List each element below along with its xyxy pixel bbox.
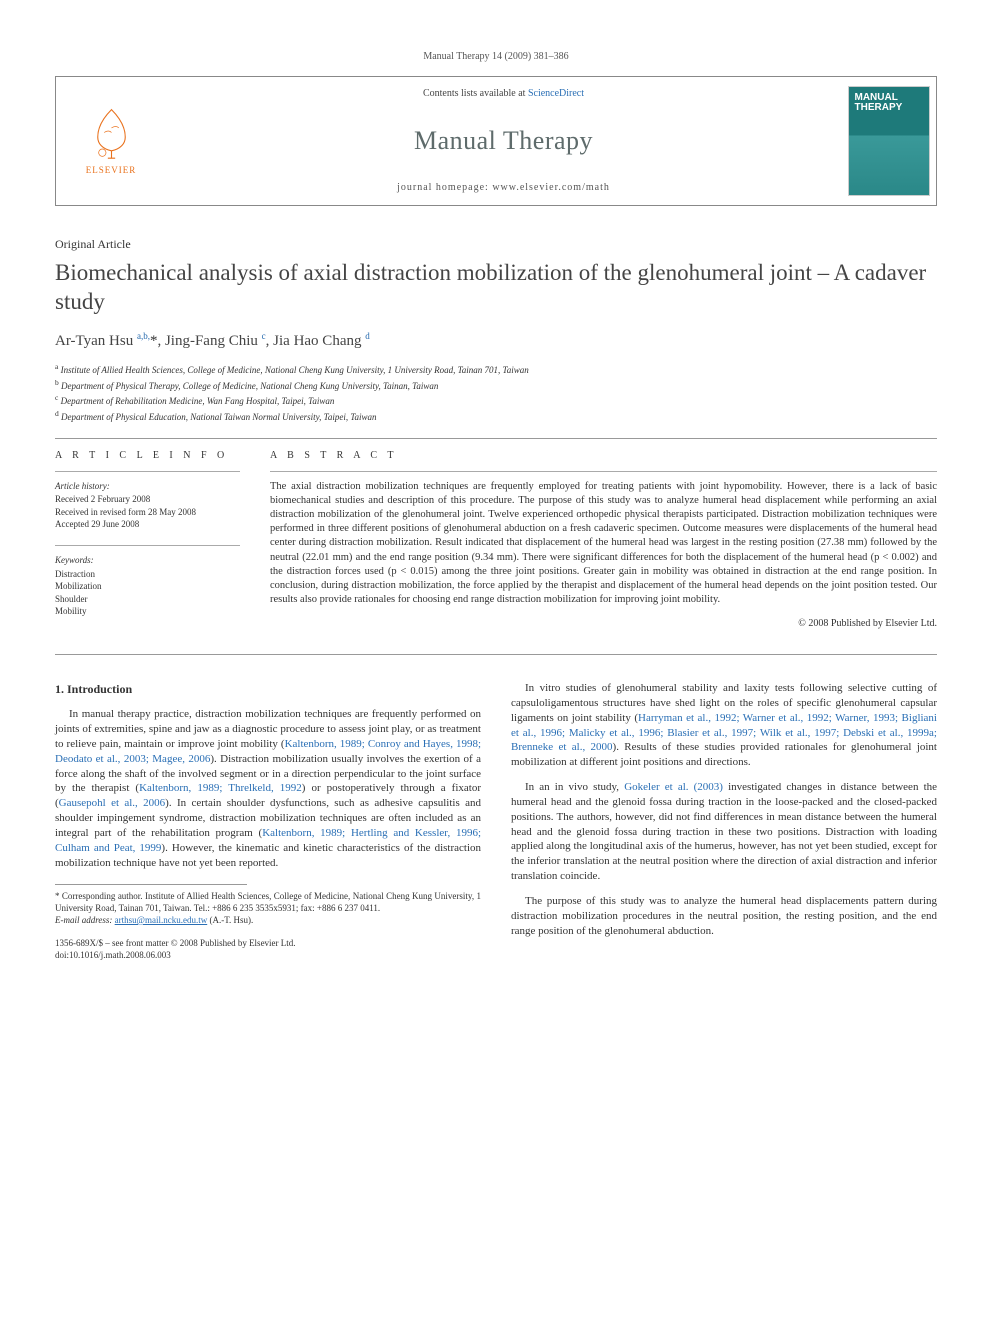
- affiliation-item: d Department of Physical Education, Nati…: [55, 409, 937, 424]
- history-line: Received 2 February 2008: [55, 493, 240, 506]
- email-label: E-mail address:: [55, 915, 112, 925]
- author-list: Ar-Tyan Hsu a,b,*, Jing-Fang Chiu c, Jia…: [55, 330, 937, 352]
- article-title: Biomechanical analysis of axial distract…: [55, 259, 937, 317]
- homepage-url: www.elsevier.com/math: [492, 182, 610, 193]
- abstract-heading: A B S T R A C T: [270, 449, 937, 463]
- citation-link[interactable]: Harryman et al., 1992; Warner et al., 19…: [511, 712, 937, 754]
- history-label: Article history:: [55, 480, 240, 493]
- citation-link[interactable]: Gokeler et al. (2003): [624, 781, 723, 793]
- publisher-name: ELSEVIER: [86, 164, 137, 177]
- email-suffix: (A.-T. Hsu).: [207, 915, 253, 925]
- divider: [55, 438, 937, 439]
- page-citation: Manual Therapy 14 (2009) 381–386: [55, 50, 937, 64]
- history-line: Accepted 29 June 2008: [55, 518, 240, 531]
- divider: [55, 471, 240, 472]
- journal-cover-cell: MANUAL THERAPY: [841, 77, 936, 205]
- body-paragraph: In an in vivo study, Gokeler et al. (200…: [511, 780, 937, 884]
- keyword-item: Distraction: [55, 568, 240, 581]
- body-paragraph: In manual therapy practice, distraction …: [55, 707, 481, 870]
- affiliation-item: a Institute of Allied Health Sciences, C…: [55, 362, 937, 377]
- sciencedirect-link[interactable]: ScienceDirect: [528, 88, 584, 99]
- front-matter-line: 1356-689X/$ – see front matter © 2008 Pu…: [55, 937, 481, 949]
- body-columns: 1. Introduction In manual therapy practi…: [55, 681, 937, 961]
- doi-block: 1356-689X/$ – see front matter © 2008 Pu…: [55, 937, 481, 961]
- keywords-label: Keywords:: [55, 554, 240, 567]
- cover-title-text: MANUAL THERAPY: [855, 93, 925, 113]
- affiliation-item: c Department of Rehabilitation Medicine,…: [55, 393, 937, 408]
- doi-line: doi:10.1016/j.math.2008.06.003: [55, 949, 481, 961]
- divider: [55, 654, 937, 655]
- keyword-item: Mobility: [55, 605, 240, 618]
- divider: [270, 471, 937, 472]
- history-line: Received in revised form 28 May 2008: [55, 506, 240, 519]
- citation-link[interactable]: Kaltenborn, 1989; Hertling and Kessler, …: [55, 827, 481, 854]
- homepage-line: journal homepage: www.elsevier.com/math: [397, 181, 610, 195]
- journal-header: ELSEVIER Contents lists available at Sci…: [55, 76, 937, 206]
- right-column: In vitro studies of glenohumeral stabili…: [511, 681, 937, 961]
- article-type-label: Original Article: [55, 236, 937, 253]
- homepage-label: journal homepage:: [397, 182, 492, 193]
- elsevier-tree-icon: [84, 105, 139, 160]
- citation-link[interactable]: Kaltenborn, 1989; Conroy and Hayes, 1998…: [55, 738, 481, 765]
- divider: [55, 545, 240, 546]
- abstract-copyright: © 2008 Published by Elsevier Ltd.: [270, 617, 937, 631]
- corresponding-email-link[interactable]: arthsu@mail.ncku.edu.tw: [115, 915, 208, 925]
- citation-link[interactable]: Kaltenborn, 1989; Threlkeld, 1992: [139, 782, 302, 794]
- abstract-body: The axial distraction mobilization techn…: [270, 480, 937, 608]
- journal-name: Manual Therapy: [414, 123, 593, 159]
- body-paragraph: The purpose of this study was to analyze…: [511, 894, 937, 939]
- publisher-logo-cell: ELSEVIER: [56, 77, 166, 205]
- article-info-panel: A R T I C L E I N F O Article history: R…: [55, 449, 240, 632]
- footnote-divider: [55, 884, 247, 885]
- corresponding-author-footnote: * Corresponding author. Institute of All…: [55, 891, 481, 926]
- keyword-item: Mobilization: [55, 580, 240, 593]
- body-paragraph: In vitro studies of glenohumeral stabili…: [511, 681, 937, 770]
- left-column: 1. Introduction In manual therapy practi…: [55, 681, 481, 961]
- article-info-heading: A R T I C L E I N F O: [55, 449, 240, 463]
- citation-link[interactable]: Gausepohl et al., 2006: [59, 797, 166, 809]
- journal-cover-thumbnail: MANUAL THERAPY: [848, 86, 930, 196]
- contents-available-line: Contents lists available at ScienceDirec…: [423, 87, 584, 101]
- section-heading-introduction: 1. Introduction: [55, 681, 481, 697]
- abstract-panel: A B S T R A C T The axial distraction mo…: [270, 449, 937, 632]
- contents-prefix: Contents lists available at: [423, 88, 528, 99]
- affiliation-item: b Department of Physical Therapy, Colleg…: [55, 378, 937, 393]
- footnote-text: * Corresponding author. Institute of All…: [55, 891, 481, 914]
- affiliations-list: a Institute of Allied Health Sciences, C…: [55, 362, 937, 423]
- keyword-item: Shoulder: [55, 593, 240, 606]
